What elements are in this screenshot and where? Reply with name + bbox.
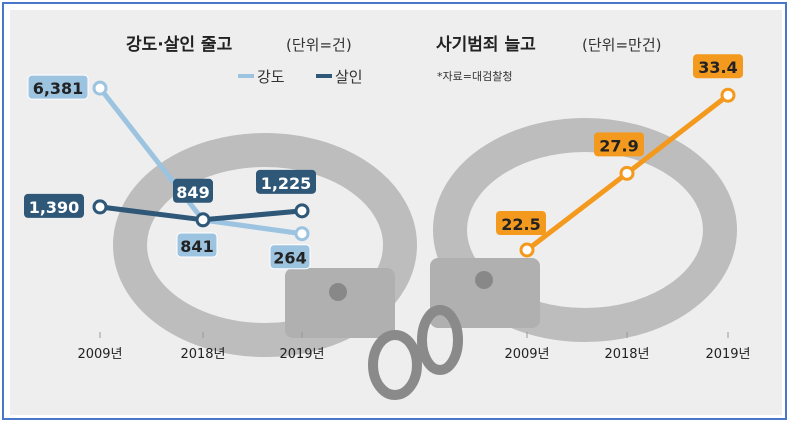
data-label: 1,390 — [29, 198, 80, 217]
data-point — [294, 203, 310, 219]
data-label: 264 — [273, 249, 306, 268]
legend-label-robbery: 강도 — [257, 68, 285, 86]
data-point — [720, 87, 736, 103]
data-point — [92, 199, 108, 215]
data-label-box — [176, 232, 218, 258]
data-label-box — [269, 244, 311, 270]
data-label: 33.4 — [698, 58, 737, 77]
data-label-box — [256, 169, 316, 194]
x-tick-label: 2019년 — [279, 347, 324, 362]
legend-label-murder: 살인 — [335, 68, 363, 86]
data-point — [294, 226, 310, 242]
data-label: 1,225 — [261, 174, 312, 193]
x-tick-label: 2018년 — [180, 347, 225, 362]
data-label-box — [496, 211, 546, 235]
data-point — [195, 212, 211, 228]
data-label: 27.9 — [599, 136, 638, 155]
x-tick-label: 2019년 — [705, 347, 750, 362]
handcuffs-illustration — [113, 118, 737, 400]
data-point — [619, 165, 635, 181]
x-tick-label: 2009년 — [504, 347, 549, 362]
data-point — [92, 80, 108, 96]
data-label-box — [24, 193, 84, 218]
data-label: 849 — [176, 183, 209, 202]
x-tick-label: 2018년 — [604, 347, 649, 362]
left-chart-unit: (단위=건) — [286, 36, 352, 54]
data-label-box — [27, 74, 89, 100]
source-note: *자료=대검찰청 — [437, 70, 512, 83]
data-label: 22.5 — [501, 215, 540, 234]
legend-swatch-robbery — [238, 74, 254, 78]
data-label: 841 — [180, 237, 213, 256]
data-label: 6,381 — [33, 79, 84, 98]
x-tick-label: 2009년 — [77, 347, 122, 362]
data-point — [519, 242, 535, 258]
data-label-box — [594, 132, 644, 157]
left-chart-title: 강도·살인 줄고 — [126, 35, 233, 55]
right-chart-unit: (단위=만건) — [582, 36, 661, 54]
legend-swatch-murder — [316, 74, 332, 78]
data-label-box — [693, 54, 743, 79]
data-label-box — [173, 178, 213, 203]
right-chart-title: 사기범죄 늘고 — [436, 35, 536, 55]
